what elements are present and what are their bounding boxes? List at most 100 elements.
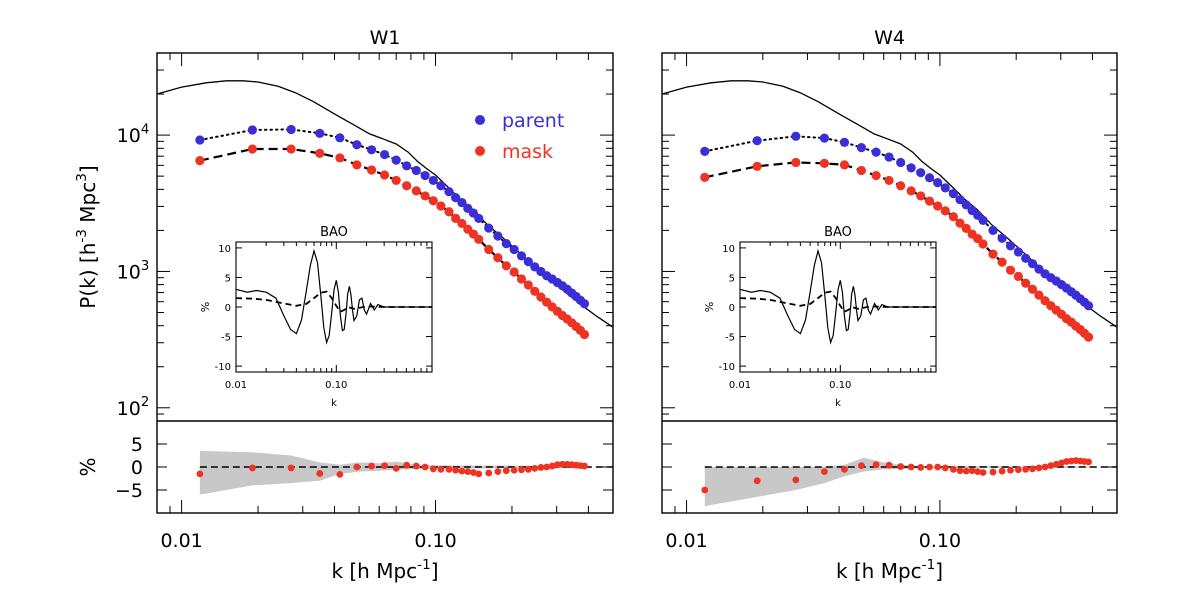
parent-point [871,147,881,157]
residual-point [1047,462,1055,470]
residual-point [429,465,437,473]
parent-point [924,173,935,183]
y-axis: 102 103 104 P(k) [h-3 Mpc3] [74,52,613,422]
residual-point [858,462,865,470]
residual-point [934,463,942,471]
x-tick-label: 0.01 [665,530,707,552]
main-area [662,80,1117,342]
parent-point [1083,301,1094,311]
parent-point [752,136,762,146]
mask-point [1021,278,1031,288]
mask-point [839,160,850,170]
residual-point [1029,465,1036,473]
parent-point [457,197,467,208]
mask-point [366,165,377,175]
mask-point [379,170,390,180]
parent-point [961,200,971,210]
bao-wiggle-curve [739,248,936,345]
parent-point [896,157,906,168]
parent-point [315,128,325,138]
parent-point [1005,241,1016,251]
residual-point [452,466,460,474]
residual-point [392,464,400,472]
residual-point [248,464,256,472]
residual-point [554,461,561,469]
mask-point [579,329,590,340]
legend: parent mask [475,110,564,163]
parent-point [195,135,205,145]
mask-point [509,267,519,277]
mask-point [978,239,988,249]
mask-point [247,144,257,154]
inset-x-tick-label: 0.10 [325,380,347,391]
mask-point [411,186,421,196]
panel-title: W4 [874,27,905,49]
parent-point [819,133,829,143]
residual-point [841,465,848,473]
legend-marker-parent [475,115,485,125]
mask-point [493,253,503,263]
residual-point [897,463,905,470]
residual-point [543,463,551,471]
mask-point [402,181,412,191]
residual-point [316,470,324,477]
panel-frame [661,52,1118,514]
inset-x-label: k [835,398,841,409]
inset-y-label: % [703,302,716,312]
inset-x-label: k [331,398,337,409]
parent-point [1027,259,1038,269]
residual-tick-label: 5 [131,434,143,456]
residual-point [949,465,957,473]
x-tick-label: 0.01 [160,530,202,552]
parent-point [884,152,894,162]
residual-point [485,469,493,477]
residual-point [537,464,545,471]
parent-point [436,181,446,191]
mask-point [436,201,446,211]
legend-label-mask: mask [502,141,553,163]
inset-y-tick-label: 10 [218,244,231,255]
residual-point [820,468,828,475]
residual-point [558,460,566,468]
mask-point [791,157,801,168]
mask-point [444,207,454,217]
parent-point [366,145,377,155]
panel-frame [156,52,614,514]
residual-point [437,465,445,473]
mask-point [391,175,401,186]
residual-point [510,466,518,474]
parent-point [948,189,958,199]
bao-inset: BAO -10 -5 0 5 10 0.01 0.10 k% [199,225,433,409]
residual-point [494,468,502,475]
mask-point [315,148,325,158]
inset-title: BAO [320,225,348,240]
residual-point [581,462,588,470]
mask-point [856,165,867,176]
inset-x-tick-label: 0.01 [729,380,751,391]
mask-point [1083,332,1094,342]
residual-tick-label: −5 [115,480,143,502]
inset-y-label: % [199,302,212,312]
y-tick-label: 102 [117,395,150,420]
inset-y-tick-label: -5 [725,333,735,344]
mask-point [1034,290,1044,300]
mask-point [335,153,345,163]
parent-point [579,299,590,309]
parent-point [474,213,484,223]
residual-point [1007,466,1014,474]
mask-point [819,158,829,168]
panel-w1: W1 parent mask 0.01 0.10 k [h Mpc-1] 102 103 104… [74,27,614,583]
bao-damped-curve [235,290,432,313]
residual-axis-label: % [76,457,100,476]
inset-y-tick-label: 0 [225,303,231,314]
parent-point [940,183,950,193]
residual-point [403,461,411,469]
mask-point [1005,265,1016,275]
residual-point [907,463,915,471]
parent-point [856,142,867,153]
parent-point [906,163,916,173]
residual-point [979,469,987,476]
inset-y-tick-label: -10 [215,362,231,373]
residual-point [1052,460,1060,468]
